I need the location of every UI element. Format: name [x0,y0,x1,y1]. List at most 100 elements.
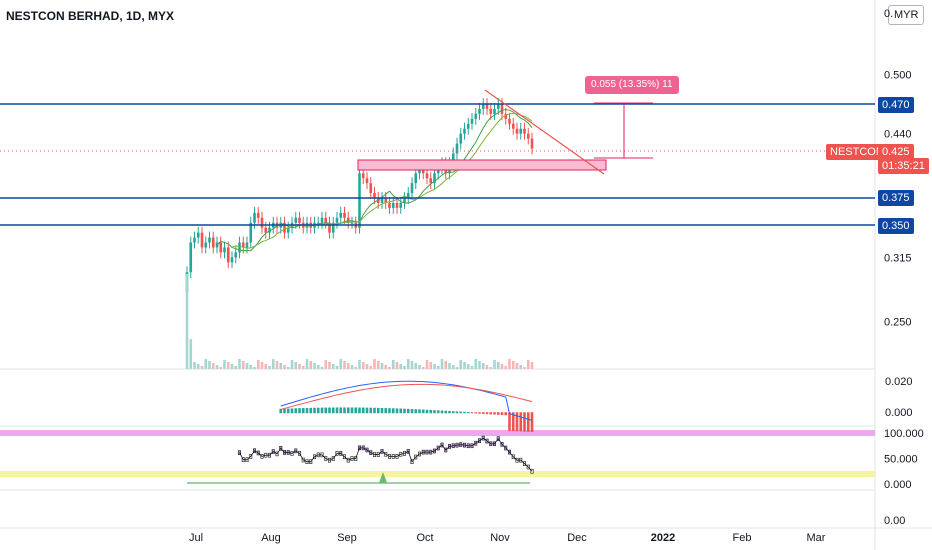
time-tick-label: Dec [567,532,587,544]
macd-histogram-bar [474,412,478,414]
candle-body [253,212,256,223]
volume-bar [530,362,534,369]
volume-bar [260,362,264,369]
volume-bar [433,364,436,369]
rsi-tick-label: 50.000 [884,454,918,466]
countdown-label: 01:35:21 [878,158,929,174]
candle-body [425,173,429,179]
volume-bar [328,362,331,369]
volume-bar [230,364,234,369]
candle-body [189,242,193,273]
time-tick-label: Jul [189,532,203,544]
macd-histogram-bar [343,407,346,414]
macd-histogram-bar [328,407,331,414]
macd-histogram-bar [346,407,350,414]
macd-histogram-bar [361,407,365,414]
volume-bar [279,363,283,369]
volume-bar [343,361,346,369]
volume-bar [249,365,253,369]
macd-histogram-bar [444,410,448,414]
macd-histogram-bar [496,412,500,415]
volume-bar [406,359,410,369]
candle-body [365,178,369,184]
macd-histogram-bar [425,409,429,414]
macd-histogram-bar [365,407,369,414]
candle-body [429,178,433,184]
ma-long-line [231,112,533,249]
macd-histogram-bar [399,408,403,414]
volume-bar [215,365,219,369]
macd-histogram-bar [384,408,388,414]
candle-body [260,217,264,228]
candle-body [339,212,343,218]
candle-body [478,108,481,114]
volume-bar [414,363,418,369]
macd-histogram-bar [339,407,343,414]
rsi-line [239,437,533,472]
macd-histogram-bar [388,408,391,414]
candle-body [346,217,350,223]
volume-bar [294,362,298,369]
trend-line[interactable] [484,89,605,175]
volume-bar [211,363,215,369]
candle-body [361,173,365,179]
volume-bar [504,366,508,369]
support-zone[interactable] [357,159,607,171]
symbol-label: NESTCON [826,144,888,160]
candle-body [245,242,249,248]
macd-histogram-bar [283,408,286,414]
time-axis[interactable]: Jul Aug Sep Oct Nov Dec 2022 Feb Mar [189,532,826,544]
candle-body [380,198,384,203]
candle-body [230,257,234,263]
candle-body [418,168,421,174]
rsi-axis: 100.000 50.000 0.000 0.00 [884,428,924,527]
time-tick-label: Oct [416,532,433,544]
candle-body [463,128,466,134]
volume-bar [226,362,230,369]
candle-body [399,202,403,208]
volume-bar [526,360,530,369]
volume-bar [376,361,380,369]
macd-histogram-bar [313,407,316,414]
candle-body [268,227,271,233]
ma-short-line [216,109,533,252]
volume-bar [324,360,328,369]
candle-body [294,217,298,223]
macd-histogram-bar [526,412,530,432]
candle-body [331,222,335,233]
current-price-label: 0.425 [878,144,914,160]
volume-bar [384,365,388,369]
macd-axis: 0.020 0.000 [885,376,913,419]
volume-bar [418,365,421,369]
volume-bar [208,361,211,369]
candles-layer [185,98,534,298]
macd-histogram-bar [440,410,444,414]
volume-bar [185,274,189,369]
macd-histogram-bar [519,412,523,432]
currency-badge[interactable]: MYR [888,5,925,25]
candle-body [241,242,245,248]
candle-body [459,133,463,144]
volume-bar [421,367,425,369]
rsi-upper-band [0,430,875,436]
volume-bar [245,363,249,369]
time-tick-label: Mar [807,532,826,544]
candle-body [200,232,204,248]
candle-body [316,222,320,224]
candle-body [335,217,339,223]
volume-bar [373,359,376,369]
candle-body [406,193,410,198]
volume-bar [369,366,373,369]
macd-histogram-bar [410,409,414,414]
candle-body [369,183,373,194]
price-tick-label: 0.440 [884,129,912,141]
candle-body [286,227,290,233]
macd-histogram-bar [294,408,298,414]
price-axis[interactable]: 0.500 0.440 0.315 0.250 [884,69,912,328]
volume-bar [361,362,365,369]
volume-bar [204,359,208,369]
volume-bar [429,362,433,369]
volume-bar [511,361,515,369]
volume-bar [496,362,500,369]
